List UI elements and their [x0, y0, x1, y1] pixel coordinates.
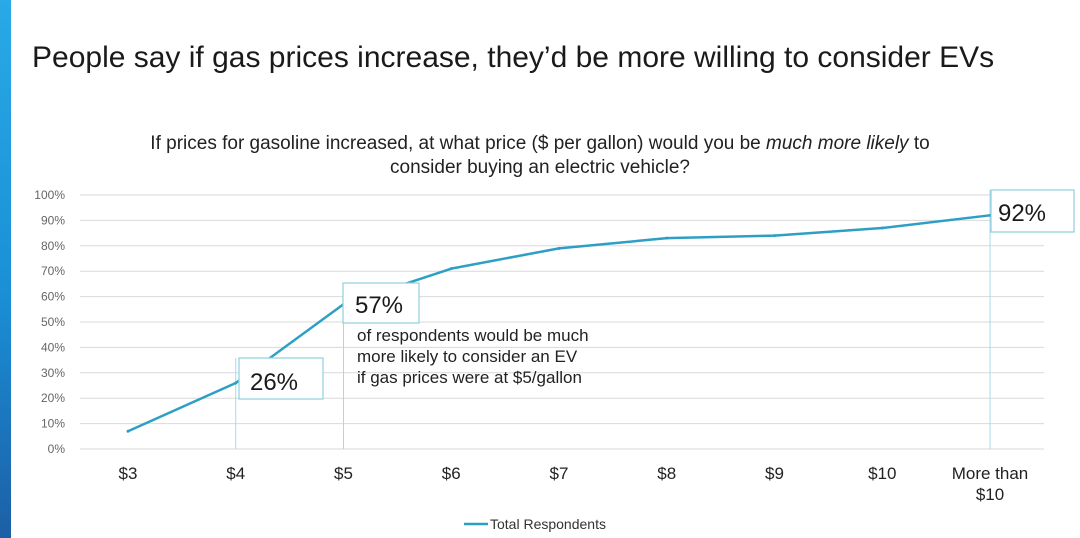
callout-box	[238, 357, 324, 400]
data-point	[773, 234, 776, 238]
data-point	[880, 226, 884, 230]
chart-title-emphasis: much more likely	[766, 133, 909, 154]
chart-title-text-end: to	[908, 133, 930, 154]
data-point	[665, 236, 669, 240]
x-tick-label: $8	[657, 464, 676, 483]
x-tick-label: $7	[550, 464, 569, 483]
accent-bar	[0, 0, 11, 538]
data-point	[449, 267, 453, 271]
x-tick-label: $3	[119, 464, 138, 483]
data-point	[557, 246, 561, 250]
chart-title-line-2: consider buying an electric vehicle?	[390, 157, 690, 178]
x-tick-label: $10	[976, 485, 1004, 504]
callout-description-line: more likely to consider an EV	[357, 347, 578, 366]
y-tick-label: 30%	[41, 366, 65, 380]
x-tick-label: $9	[765, 464, 784, 483]
callout-box	[990, 189, 1075, 233]
x-tick-label: $5	[334, 464, 353, 483]
y-tick-label: 70%	[41, 264, 65, 278]
x-tick-label: More than	[952, 464, 1029, 483]
callout-box	[342, 282, 420, 324]
page-title: People say if gas prices increase, they’…	[32, 41, 995, 74]
y-tick-label: 50%	[41, 315, 65, 329]
x-tick-label: $4	[226, 464, 245, 483]
callout-value: 57%	[355, 292, 403, 319]
y-tick-label: 10%	[41, 417, 65, 431]
y-tick-label: 20%	[41, 391, 65, 405]
callout-description-line: if gas prices were at $5/gallon	[357, 368, 582, 387]
x-tick-label: $10	[868, 464, 896, 483]
data-point	[126, 429, 130, 433]
y-tick-label: 40%	[41, 340, 65, 354]
callout-value: 26%	[250, 369, 298, 396]
chart-title: If prices for gasoline increased, at wha…	[80, 132, 1000, 180]
data-point	[234, 381, 238, 385]
y-tick-label: 80%	[41, 239, 65, 253]
callout-value: 92%	[998, 200, 1046, 227]
y-tick-label: 60%	[41, 290, 65, 304]
callout-description-line: of respondents would be much	[357, 326, 589, 345]
legend-label: Total Respondents	[490, 516, 606, 532]
chart-title-line-1: If prices for gasoline increased, at wha…	[80, 132, 1000, 156]
chart-title-text-start: If prices for gasoline increased, at wha…	[150, 133, 767, 154]
x-tick-label: $6	[442, 464, 461, 483]
y-tick-label: 90%	[41, 213, 65, 227]
y-tick-label: 0%	[48, 442, 66, 456]
y-tick-label: 100%	[34, 188, 65, 202]
